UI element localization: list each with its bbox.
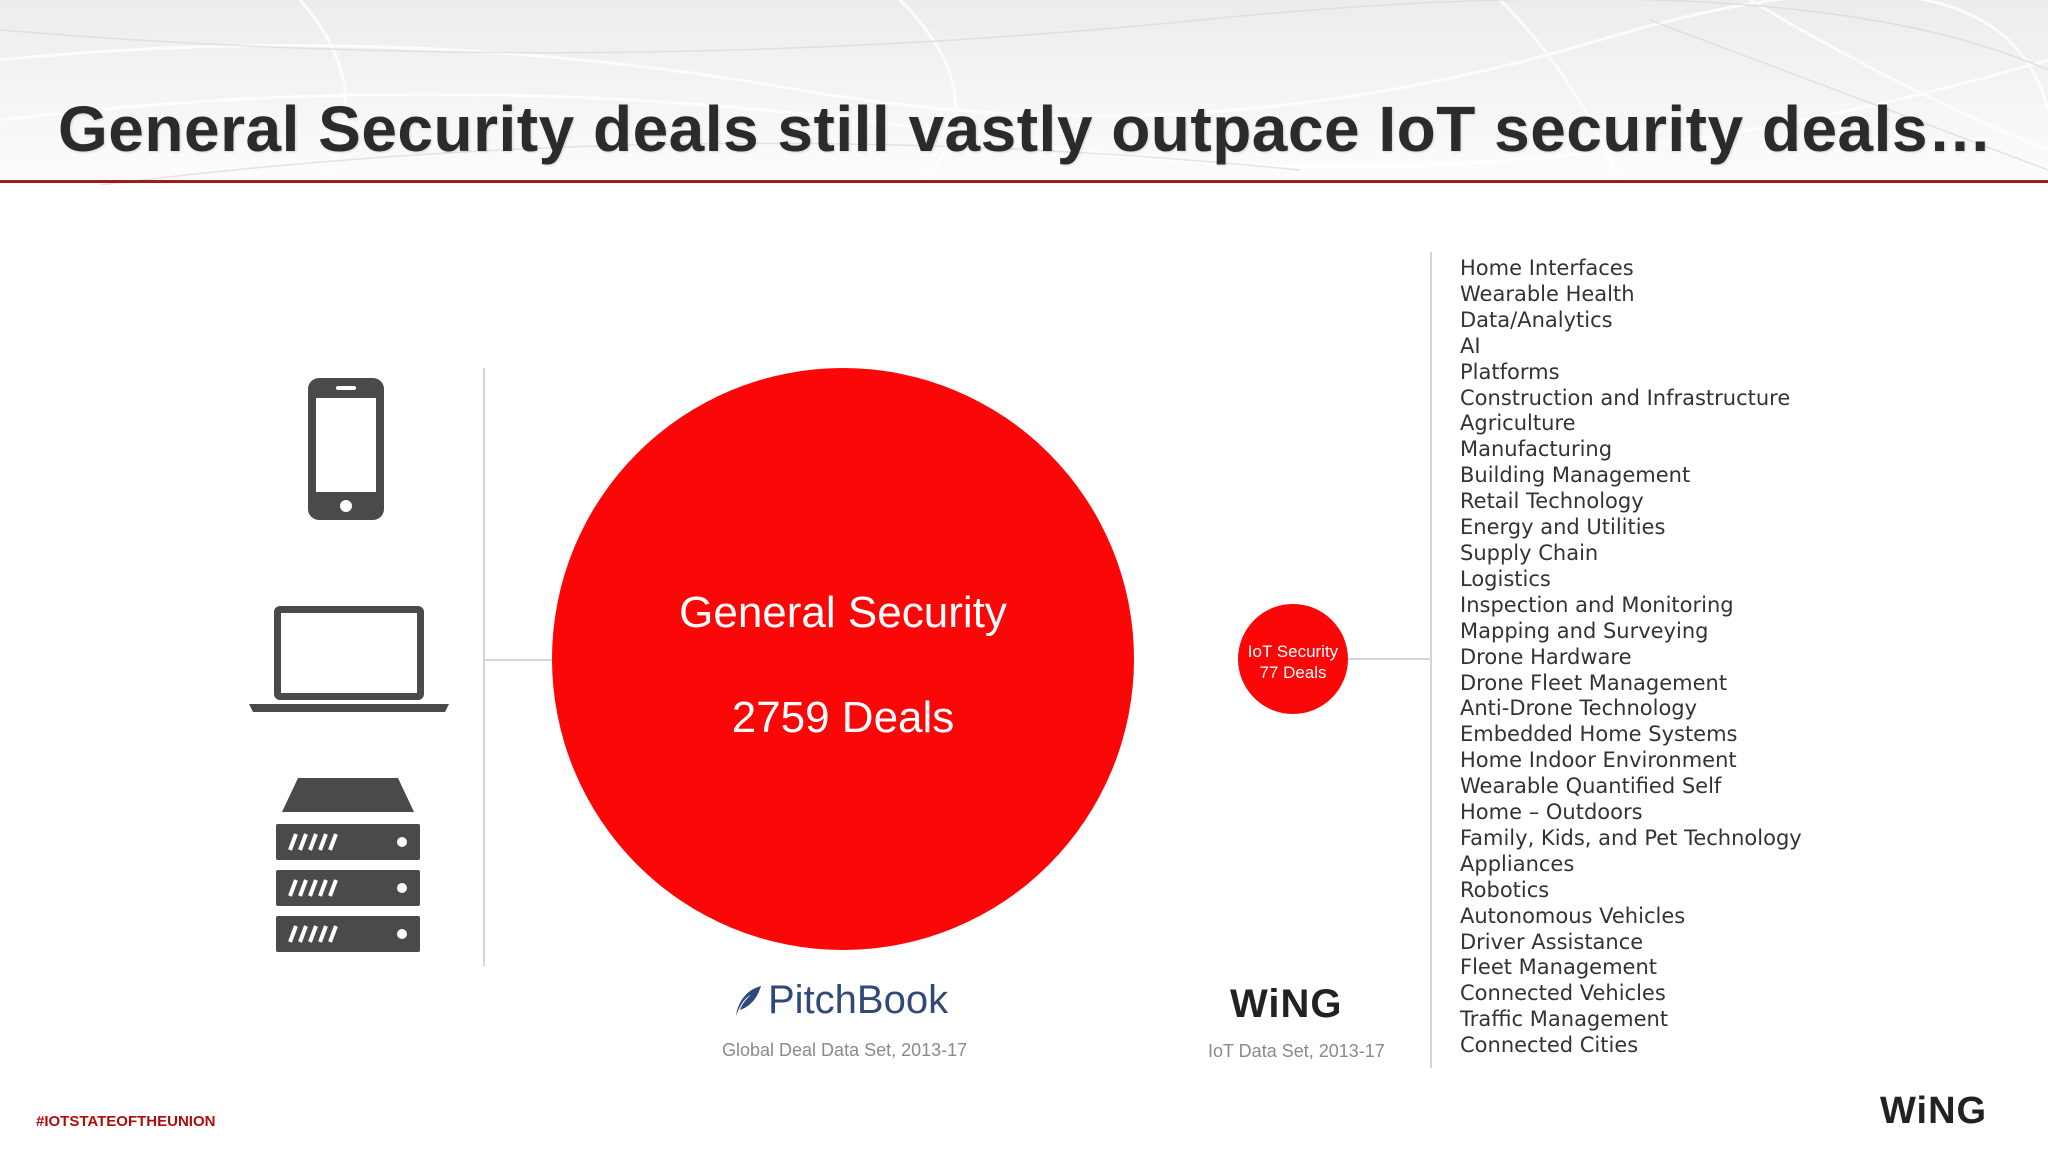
connector-devices-to-general <box>484 659 552 661</box>
iot-category-item: Autonomous Vehicles <box>1460 903 1686 928</box>
iot-category-item: Retail Technology <box>1460 489 1644 514</box>
general-source-caption: Global Deal Data Set, 2013-17 <box>722 1040 968 1060</box>
iot-category-item: Manufacturing <box>1460 437 1613 462</box>
footer-hashtag: #IOTSTATEOFTHEUNION <box>36 1113 216 1130</box>
iot-category-item: Traffic Management <box>1460 1007 1669 1032</box>
iot-category-item: Connected Vehicles <box>1460 981 1666 1006</box>
iot-category-item: Energy and Utilities <box>1460 515 1666 540</box>
pitchbook-logo: PitchBook <box>732 978 948 1023</box>
iot-category-item: Home Interfaces <box>1460 256 1634 280</box>
general-security-deal-count: 2759 Deals <box>731 693 955 742</box>
general-security-bubble <box>552 368 1134 950</box>
iot-category-item: Embedded Home Systems <box>1460 722 1738 747</box>
pitchbook-logo-text: PitchBook <box>768 978 949 1022</box>
iot-category-item: Anti-Drone Technology <box>1460 696 1698 721</box>
iot-category-item: Home Indoor Environment <box>1460 748 1737 773</box>
iot-category-item: Agriculture <box>1460 411 1576 436</box>
iot-category-item: Drone Fleet Management <box>1460 670 1728 695</box>
iot-category-item: Appliances <box>1460 851 1575 876</box>
iot-security-deal-count: 77 Deals <box>1259 663 1327 682</box>
iot-category-item: Connected Cities <box>1460 1033 1639 1058</box>
laptop-icon <box>249 606 449 712</box>
iot-category-item: Home – Outdoors <box>1460 800 1643 825</box>
iot-category-item: Driver Assistance <box>1460 929 1644 954</box>
pitchbook-leaf-icon <box>736 985 761 1016</box>
iot-category-item: Mapping and Surveying <box>1460 618 1709 643</box>
iot-category-item: AI <box>1460 333 1481 358</box>
iot-security-bubble <box>1238 604 1348 714</box>
iot-category-item: Supply Chain <box>1460 540 1599 565</box>
iot-category-item: Wearable Health <box>1460 281 1635 306</box>
iot-source-caption: IoT Data Set, 2013-17 <box>1208 1041 1385 1061</box>
iot-category-item: Family, Kids, and Pet Technology <box>1460 825 1802 850</box>
iot-category-item: Logistics <box>1460 566 1551 591</box>
title-divider <box>0 180 2048 183</box>
iot-category-item: Wearable Quantified Self <box>1460 774 1722 799</box>
general-security-label: General Security <box>679 588 1007 637</box>
iot-category-item: Fleet Management <box>1460 955 1657 980</box>
iot-category-item: Building Management <box>1460 463 1691 488</box>
categories-divider-line <box>1430 252 1432 1068</box>
server-icon <box>276 778 420 952</box>
header-background-pattern <box>0 0 2048 185</box>
iot-category-item: Construction and Infrastructure <box>1460 385 1791 410</box>
iot-category-item: Platforms <box>1460 359 1560 384</box>
footer-brand-logo: WiNG <box>1880 1090 1988 1132</box>
slide-title: General Security deals still vastly outp… <box>58 93 1993 165</box>
iot-security-label: IoT Security <box>1247 642 1339 661</box>
connector-iot-to-categories <box>1348 658 1430 660</box>
iot-category-list: Home Interfaces Wearable Health Data/Analy… <box>1460 256 1802 1059</box>
iot-category-item: Inspection and Monitoring <box>1460 592 1734 617</box>
wing-source-logo: WiNG <box>1230 982 1343 1026</box>
iot-category-item: Data/Analytics <box>1460 307 1613 332</box>
iot-category-item: Robotics <box>1460 877 1550 902</box>
devices-divider-line <box>483 368 485 966</box>
iot-category-item: Drone Hardware <box>1460 644 1632 669</box>
smartphone-icon <box>308 378 384 520</box>
